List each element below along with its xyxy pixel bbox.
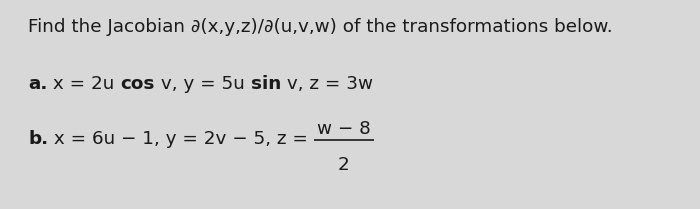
Text: 2: 2 <box>338 156 349 174</box>
Text: a.: a. <box>28 75 48 93</box>
Text: v, y = 5u: v, y = 5u <box>155 75 251 93</box>
Text: sin: sin <box>251 75 281 93</box>
Text: v, z = 3w: v, z = 3w <box>281 75 372 93</box>
Text: Find the Jacobian ∂(x,y,z)/∂(u,v,w) of the transformations below.: Find the Jacobian ∂(x,y,z)/∂(u,v,w) of t… <box>28 18 612 36</box>
Text: w − 8: w − 8 <box>317 120 370 138</box>
Text: b.: b. <box>28 130 48 148</box>
Text: cos: cos <box>120 75 155 93</box>
Text: x = 6u − 1, y = 2v − 5, z =: x = 6u − 1, y = 2v − 5, z = <box>48 130 314 148</box>
Text: x = 2u: x = 2u <box>48 75 120 93</box>
